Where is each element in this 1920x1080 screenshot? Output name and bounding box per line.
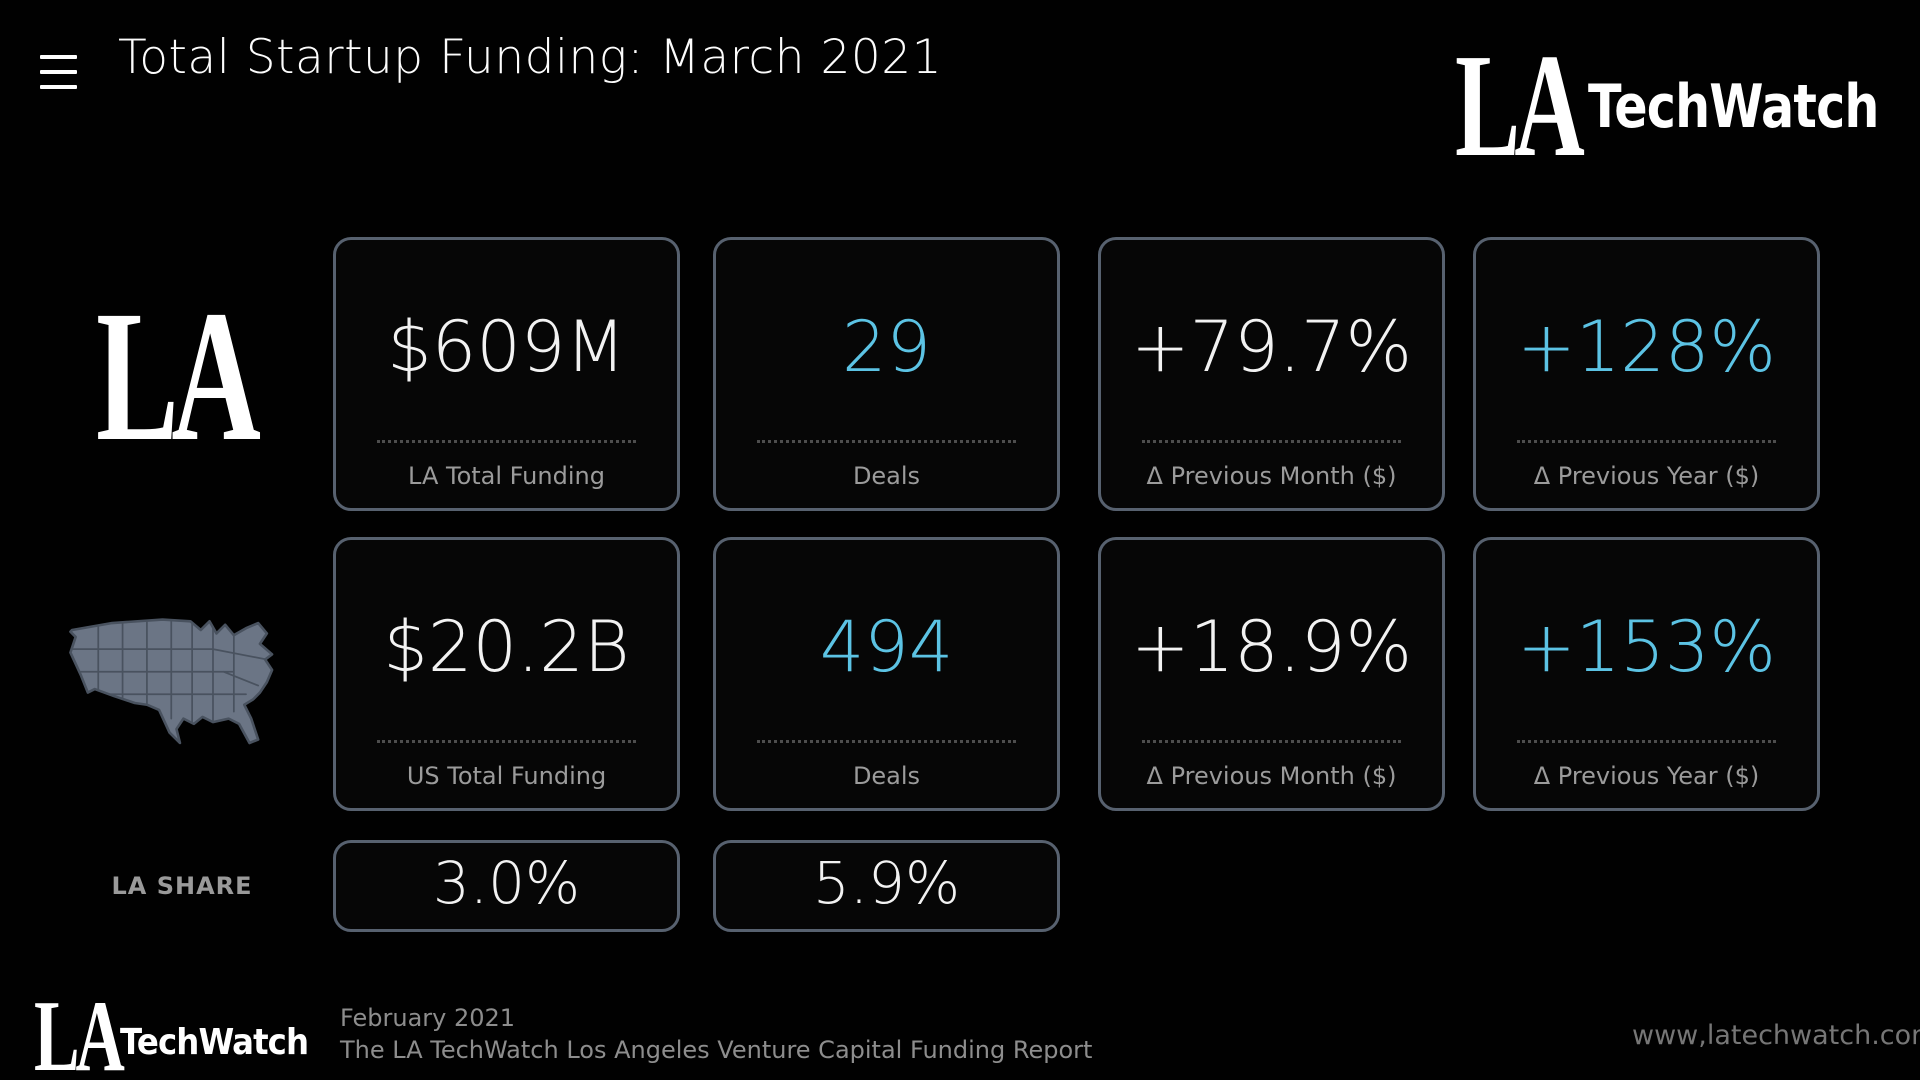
card-us-delta-month: +18.9% Δ Previous Month ($) — [1098, 537, 1445, 811]
stat-value: 5.9% — [812, 849, 961, 917]
card-la-delta-year: +128% Δ Previous Year ($) — [1473, 237, 1820, 511]
stat-value: +18.9% — [1130, 606, 1413, 688]
card-la-share-funding: 3.0% — [333, 840, 680, 932]
us-map-icon — [69, 618, 274, 745]
stat-label: Δ Previous Year ($) — [1533, 761, 1760, 790]
page-title: Total Startup Funding: March 2021 — [118, 30, 943, 85]
stat-label: Deals — [852, 761, 921, 790]
dotted-divider — [756, 440, 1017, 443]
dotted-divider — [1516, 740, 1777, 743]
dotted-divider — [756, 740, 1017, 743]
la-share-label: LA SHARE — [111, 872, 253, 900]
dotted-divider — [1141, 440, 1402, 443]
stat-label: Δ Previous Year ($) — [1533, 461, 1760, 490]
stat-value: 494 — [819, 606, 954, 688]
stat-value: 29 — [841, 306, 932, 388]
stat-label: Δ Previous Month ($) — [1146, 461, 1397, 490]
latechwatch-logo-techwatch: TechWatch — [1588, 72, 1879, 142]
footer-logo-techwatch: TechWatch — [120, 1022, 309, 1063]
la-row-icon: LA — [96, 271, 261, 480]
card-la-total-funding: $609M LA Total Funding — [333, 237, 680, 511]
dotted-divider — [376, 440, 637, 443]
card-la-deals: 29 Deals — [713, 237, 1060, 511]
dotted-divider — [1141, 740, 1402, 743]
dotted-divider — [376, 740, 637, 743]
card-us-total-funding: $20.2B US Total Funding — [333, 537, 680, 811]
card-us-delta-year: +153% Δ Previous Year ($) — [1473, 537, 1820, 811]
card-la-share-deals: 5.9% — [713, 840, 1060, 932]
stat-value: +153% — [1517, 606, 1776, 688]
footer-report-title: The LA TechWatch Los Angeles Venture Cap… — [340, 1036, 1093, 1064]
stat-value: $20.2B — [383, 606, 630, 688]
stat-label: Δ Previous Month ($) — [1146, 761, 1397, 790]
stat-value: $609M — [387, 306, 626, 388]
footer-date: February 2021 — [340, 1004, 516, 1032]
footer-logo-la: LA — [34, 980, 125, 1080]
stat-label: Deals — [852, 461, 921, 490]
latechwatch-logo-la: LA — [1455, 24, 1585, 188]
card-la-delta-month: +79.7% Δ Previous Month ($) — [1098, 237, 1445, 511]
stat-value: 3.0% — [432, 849, 581, 917]
stat-label: LA Total Funding — [408, 461, 605, 490]
dotted-divider — [1516, 440, 1777, 443]
stat-label: US Total Funding — [406, 761, 607, 790]
card-us-deals: 494 Deals — [713, 537, 1060, 811]
hamburger-menu-icon[interactable] — [40, 55, 77, 91]
stat-value: +128% — [1517, 306, 1776, 388]
stat-value: +79.7% — [1130, 306, 1413, 388]
footer-website: www,latechwatch.com — [1632, 1020, 1920, 1051]
